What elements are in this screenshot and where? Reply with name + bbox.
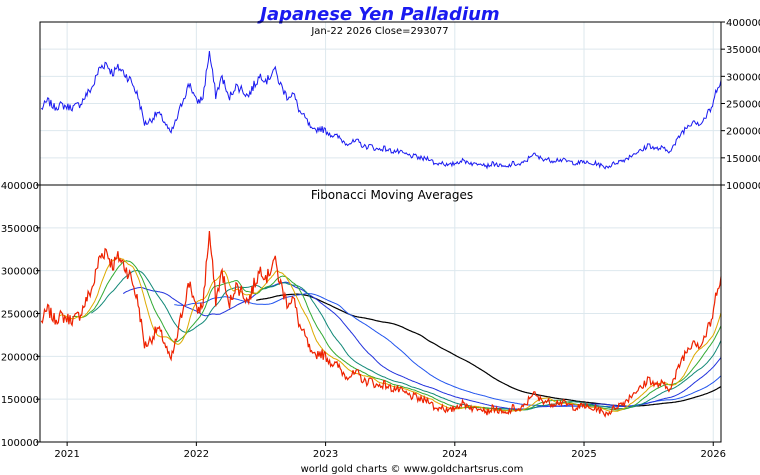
footer-credit: world gold charts © www.goldchartsrus.co… (301, 464, 524, 475)
x-tick-label: 2022 (184, 449, 209, 460)
y-tick-label: 300000 (726, 72, 760, 83)
fibonacci-label: Fibonacci Moving Averages (311, 188, 473, 202)
x-tick-label: 2026 (701, 449, 726, 460)
y-tick-label: 250000 (1, 310, 39, 321)
bottom-frame (39, 184, 722, 443)
x-tick-label: 2023 (313, 449, 338, 460)
close-readout: Jan-22 2026 Close=293077 (310, 26, 448, 37)
y-tick-label: 350000 (726, 45, 760, 56)
bottom-series (40, 230, 722, 418)
y-tick-label: 400000 (726, 18, 760, 29)
price-line-top (40, 51, 722, 170)
chart-title: Japanese Yen Palladium (257, 4, 499, 25)
price-line-bottom (40, 230, 722, 418)
moving-average-5 (72, 260, 722, 412)
y-tick-label: 300000 (1, 267, 39, 278)
y-tick-label: 100000 (726, 181, 760, 192)
top-panel: Jan-22 2026 Close=293077 100000 150000 200… (40, 18, 760, 192)
y-tick-label: 200000 (726, 127, 760, 138)
y-tick-label: 100000 (1, 438, 39, 449)
y-tick-label: 150000 (726, 154, 760, 165)
x-tick-label: 2025 (571, 449, 596, 460)
x-tick-label: 2021 (54, 449, 79, 460)
y-tick-label: 150000 (1, 395, 39, 406)
moving-average-21 (174, 293, 722, 408)
x-tick-label: 2024 (442, 449, 467, 460)
y-tick-label: 350000 (1, 224, 39, 235)
bottom-panel: Fibonacci Moving Averages 100000 150000 20… (1, 181, 722, 449)
top-price-series (40, 51, 722, 170)
y-tick-label: 200000 (1, 352, 39, 363)
moving-average-34 (256, 293, 722, 407)
y-tick-label: 400000 (1, 181, 39, 192)
moving-average-13 (122, 281, 722, 410)
bottom-y-axis: 100000 150000 200000 250000 300000 350000 4000… (1, 181, 40, 449)
bottom-gridlines (40, 184, 721, 443)
top-y-axis: 100000 150000 200000 250000 300000 350000 4000… (721, 18, 760, 192)
x-axis: 2021 2022 2023 2024 2025 2026 (54, 442, 726, 460)
y-tick-label: 250000 (726, 100, 760, 111)
